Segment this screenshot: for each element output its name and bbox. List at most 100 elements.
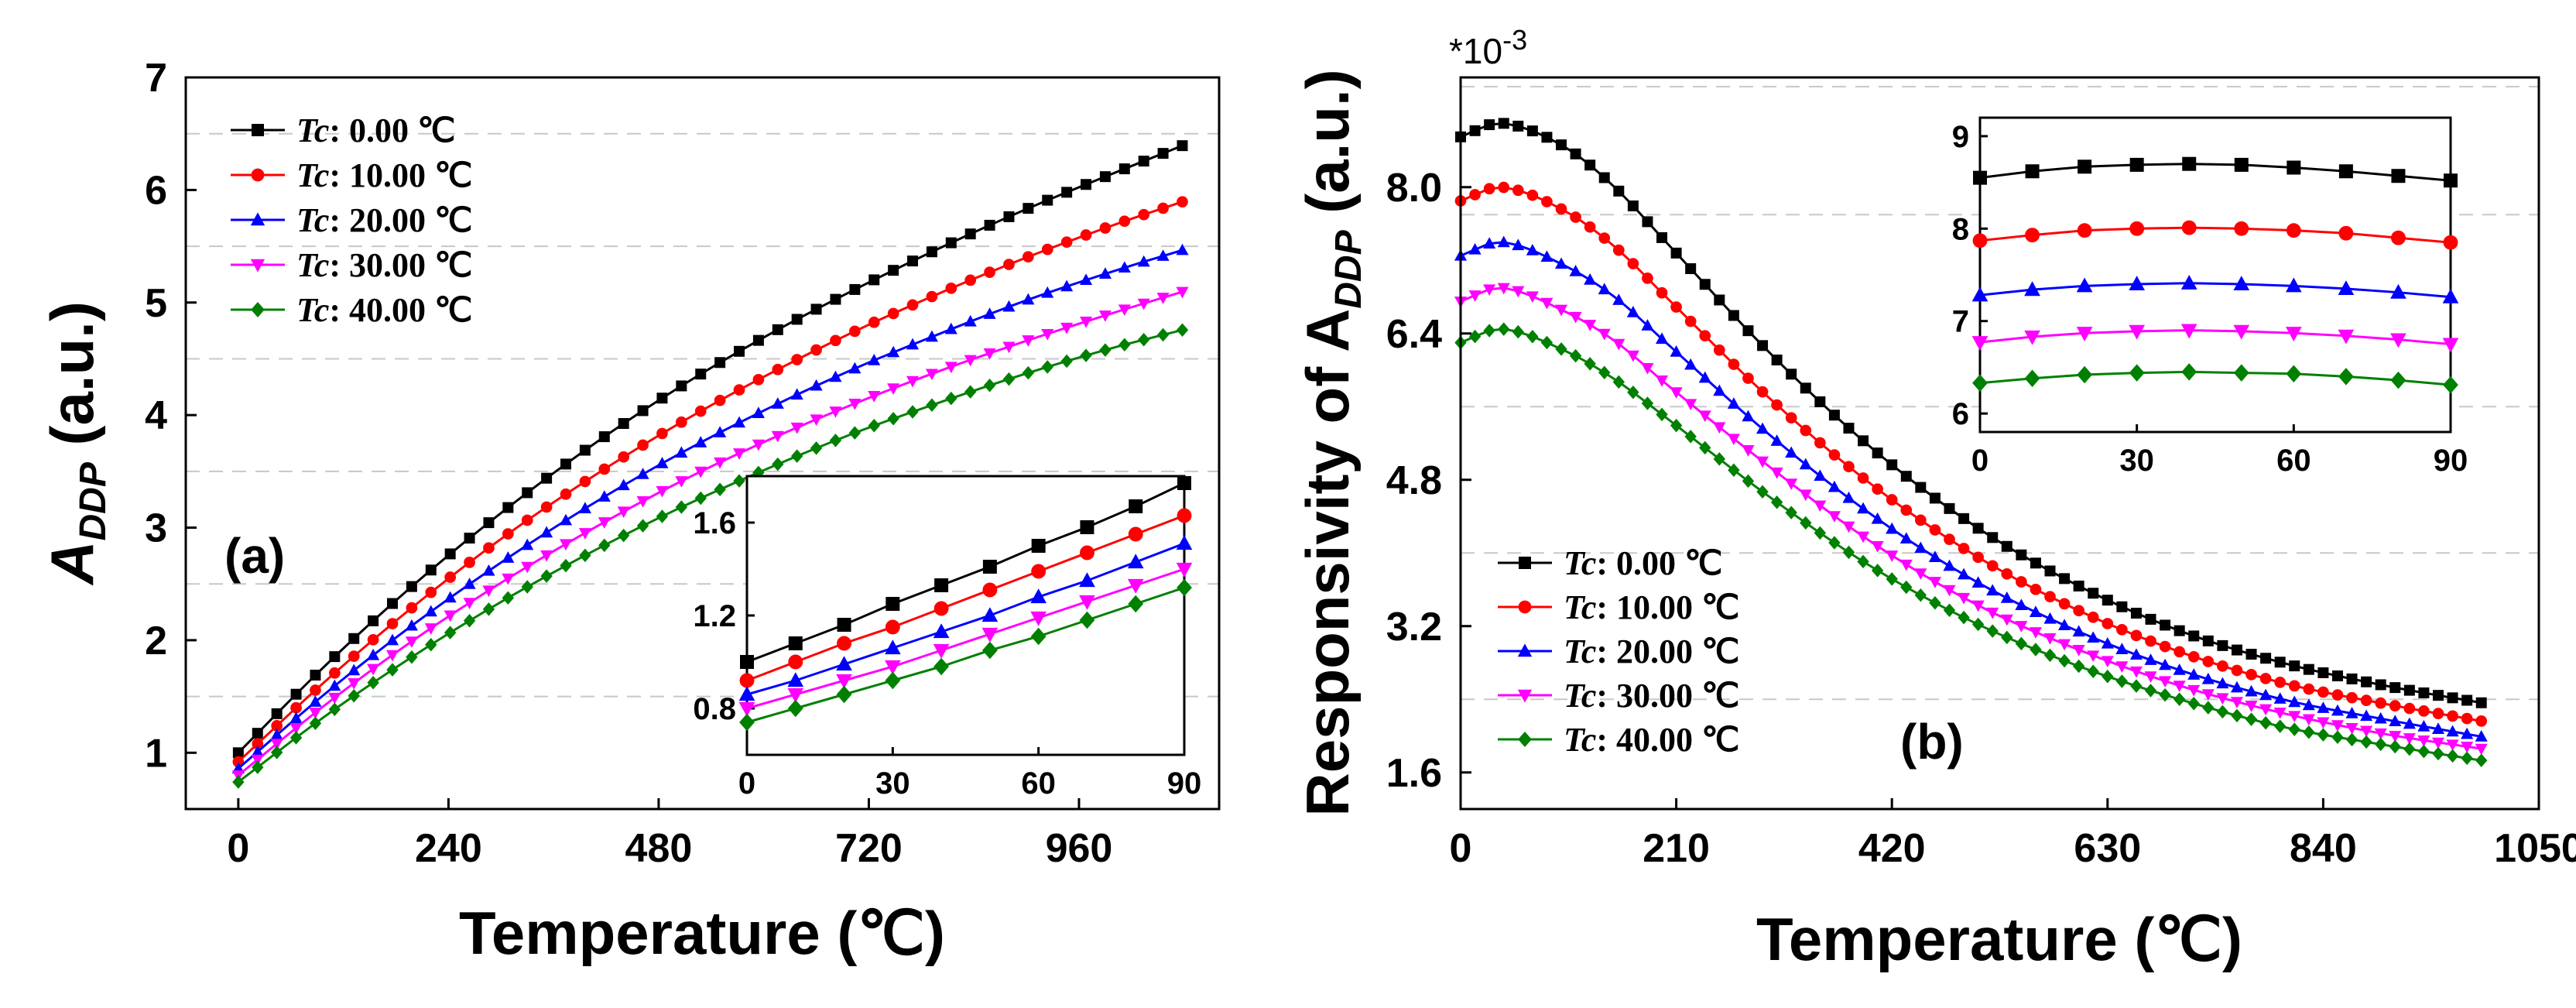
data-point (1570, 211, 1581, 223)
x-tick-label: 0 (1450, 826, 1472, 871)
inset-data-point (982, 560, 997, 574)
inset-y-tick-label: 8 (1952, 212, 1969, 246)
data-point (945, 283, 957, 294)
legend-label-italic: Tc (1564, 677, 1596, 715)
data-point (752, 373, 765, 386)
data-point (483, 517, 495, 529)
data-point (2475, 743, 2488, 756)
data-point (714, 426, 727, 437)
inset-data-point (2285, 327, 2302, 342)
x-tick-label: 960 (1046, 826, 1113, 871)
inset-series-line (1979, 282, 2451, 299)
data-point (444, 571, 457, 583)
data-point (2159, 640, 2171, 653)
data-point (1728, 463, 1740, 477)
data-point (637, 405, 649, 417)
inset-series-triangle-up (738, 535, 1193, 701)
data-point (1080, 229, 1092, 241)
data-point (618, 418, 629, 430)
data-point (656, 457, 669, 468)
data-point (830, 293, 841, 305)
data-point (2187, 684, 2201, 697)
data-point (944, 322, 957, 334)
data-point (1843, 461, 1855, 473)
data-point (1626, 306, 1639, 317)
legend-label-rest: : 40.00 ℃ (329, 291, 472, 329)
inset-series-triangle-down (1971, 324, 2459, 353)
inset-series-circle (739, 508, 1192, 688)
inset-y-tick-label: 0.8 (693, 692, 736, 726)
data-point (560, 458, 572, 470)
data-point (1958, 513, 1970, 524)
panel-a-legend: Tc: 0.00 ℃Tc: 10.00 ℃Tc: 20.00 ℃Tc: 30.0… (231, 111, 472, 329)
data-point (1944, 533, 1955, 545)
data-point (926, 398, 938, 413)
data-point (2245, 701, 2258, 712)
data-point (1584, 221, 1596, 233)
legend-marker (250, 212, 265, 226)
data-point (1986, 607, 1999, 619)
data-point (2273, 708, 2287, 719)
inset-data-point (1972, 233, 1988, 249)
data-point (1742, 372, 1754, 384)
data-point (1598, 328, 1611, 341)
inset-data-point (2233, 364, 2249, 382)
data-point (1914, 588, 1927, 602)
data-point (1584, 357, 1596, 371)
data-point (1943, 585, 1956, 597)
data-point (1157, 202, 1169, 214)
data-point (1699, 279, 1711, 290)
panel-a-inset: 0 30 60 90 0.8 1.2 1.6 (693, 475, 1201, 801)
data-point (1986, 584, 1999, 596)
data-point (1156, 327, 1170, 342)
data-point (2087, 664, 2099, 679)
data-point (251, 745, 264, 757)
data-point (1713, 344, 1725, 356)
data-point (1540, 297, 1553, 310)
data-point (1641, 396, 1654, 410)
data-point (2073, 580, 2084, 591)
data-point (1958, 610, 1970, 625)
data-point (636, 468, 649, 479)
legend-label-italic: Tc (1564, 633, 1596, 670)
inset-data-point (739, 713, 755, 732)
data-point (1041, 360, 1053, 374)
inset-data-point (933, 643, 950, 659)
data-point (2160, 619, 2171, 631)
data-point (1526, 329, 1539, 344)
data-point (2461, 727, 2474, 739)
data-point (2030, 583, 2042, 595)
legend-label-rest: : 20.00 ℃ (329, 201, 472, 239)
inset-data-point (2129, 221, 2145, 236)
data-point (2360, 709, 2373, 722)
data-point (1060, 354, 1073, 369)
data-point (578, 528, 591, 540)
data-point (868, 316, 880, 328)
data-point (2288, 680, 2300, 692)
data-point (2331, 670, 2343, 682)
data-point (270, 746, 283, 759)
data-point (772, 457, 784, 471)
data-point (2001, 630, 2013, 645)
data-point (2461, 742, 2474, 753)
inset-data-point (2390, 371, 2406, 389)
data-point (1555, 342, 1567, 356)
data-point (1828, 480, 1841, 492)
data-point (1786, 369, 1797, 380)
data-point (598, 431, 610, 443)
data-point (232, 775, 245, 789)
data-point (1857, 472, 1869, 484)
data-point (1986, 624, 1999, 638)
data-point (2273, 692, 2287, 704)
data-point (2447, 692, 2458, 704)
data-point (464, 557, 475, 568)
data-point (887, 412, 899, 426)
data-point (328, 702, 341, 716)
data-point (348, 689, 360, 703)
data-point (560, 488, 572, 500)
data-point (1118, 261, 1131, 273)
data-point (1828, 449, 1841, 461)
data-point (1670, 418, 1683, 433)
panel-b-y-axis-title-subscript: DDP (1328, 229, 1369, 308)
data-point (1727, 434, 1740, 446)
